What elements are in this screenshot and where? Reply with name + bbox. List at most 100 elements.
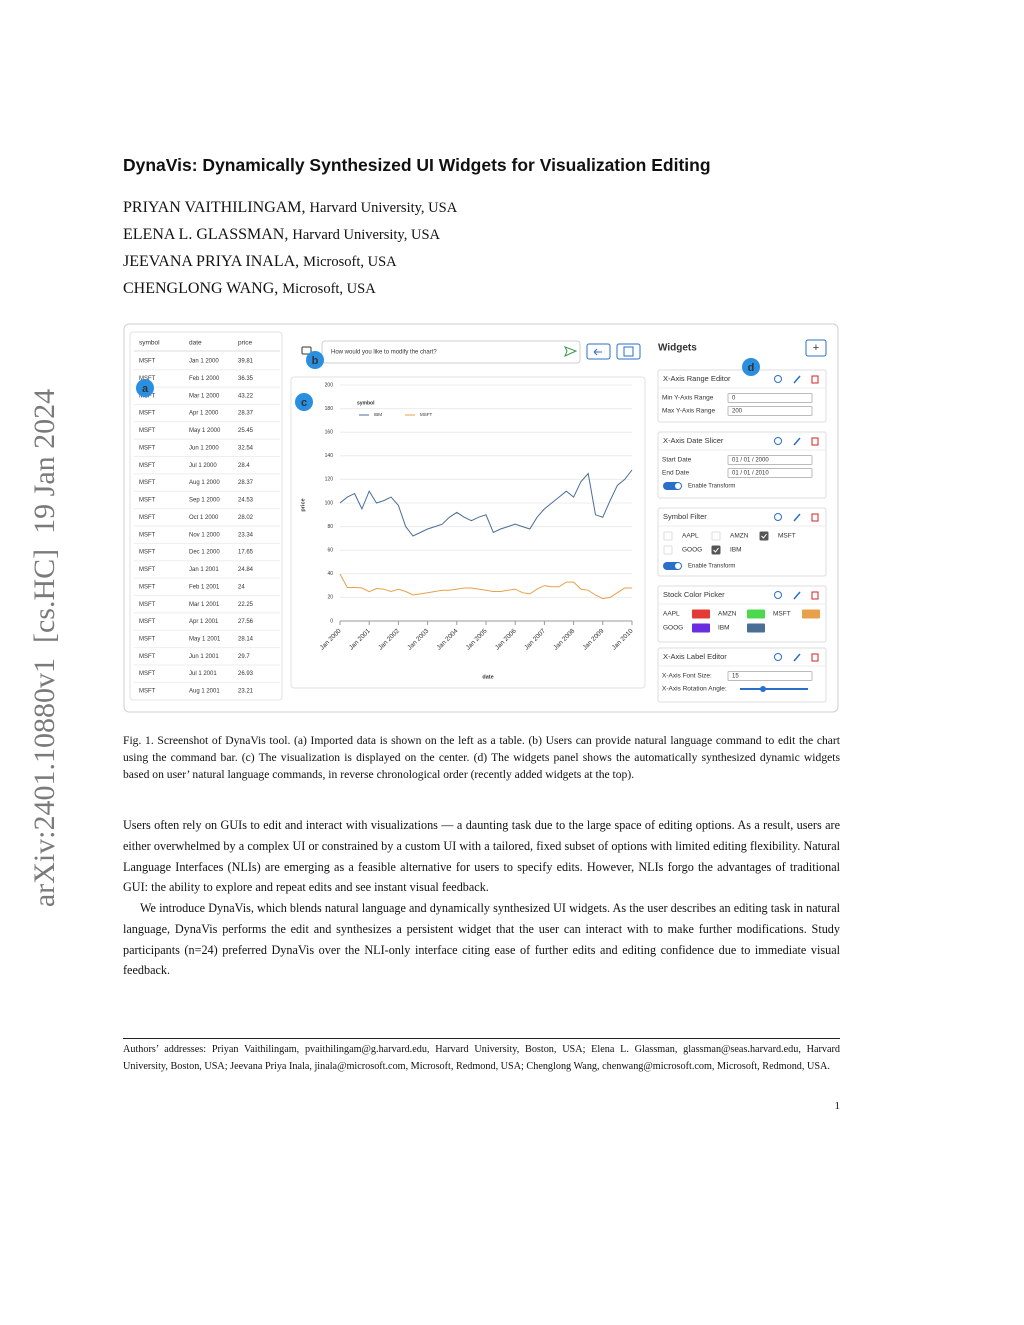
line-series: [339, 469, 633, 537]
y-tick-label: 140: [325, 453, 334, 459]
field-label: Min Y-Axis Range: [662, 395, 714, 402]
author-affiliation: Microsoft, USA: [303, 254, 397, 270]
table-cell: 23.34: [238, 532, 254, 538]
table-cell: 29.7: [238, 654, 250, 660]
table-cell: Aug 1 2001: [189, 689, 220, 695]
field-value: 01 / 01 / 2010: [732, 471, 769, 477]
y-tick-label: 0: [330, 618, 333, 624]
table-cell: MSFT: [139, 359, 156, 365]
checkbox[interactable]: [711, 545, 721, 555]
table-header: price: [238, 340, 252, 347]
table-cell: 28.4: [238, 463, 250, 469]
checkbox-label: GOOG: [682, 547, 702, 554]
table-cell: Jan 1 2001: [189, 567, 219, 573]
chat-icon: [301, 346, 312, 355]
footnote: Authors’ addresses: Priyan Vaithilingam,…: [123, 1044, 840, 1072]
table-cell: 22.25: [238, 602, 254, 608]
y-tick-label: 160: [325, 430, 334, 436]
table-cell: Feb 1 2000: [189, 376, 220, 382]
send-icon[interactable]: [563, 346, 578, 357]
command-input[interactable]: [321, 340, 581, 364]
badge: [742, 358, 760, 376]
field-label: Max Y-Axis Range: [662, 408, 715, 415]
refresh-icon[interactable]: [774, 513, 782, 521]
save-icon: [623, 346, 634, 357]
author: CHENGLONG WANG, Microsoft, USA: [123, 280, 376, 298]
swatch-label: GOOG: [663, 625, 683, 632]
table-cell: May 1 2001: [189, 636, 221, 642]
table-cell: 24.53: [238, 498, 254, 504]
edit-icon[interactable]: [793, 653, 801, 662]
field-input[interactable]: [727, 455, 813, 465]
command-placeholder: How would you like to modify the chart?: [331, 350, 437, 356]
checkbox[interactable]: [663, 545, 673, 555]
slider-label: X-Axis Rotation Angle:: [662, 686, 727, 693]
author-name: ELENA L. GLASSMAN,: [123, 226, 289, 243]
y-tick-label: 100: [325, 500, 334, 506]
y-tick-label: 40: [327, 571, 333, 577]
save-button[interactable]: [616, 343, 641, 360]
checkbox-label: MSFT: [778, 533, 796, 540]
field-label: X-Axis Font Size:: [662, 673, 712, 680]
y-tick-label: 80: [327, 524, 333, 530]
author: PRIYAN VAITHILINGAM, Harvard University,…: [123, 199, 457, 217]
refresh-icon[interactable]: [774, 437, 782, 445]
delete-icon[interactable]: [811, 513, 819, 522]
checkbox[interactable]: [663, 531, 673, 541]
edit-icon[interactable]: [793, 437, 801, 446]
table-cell: MSFT: [139, 567, 156, 573]
table-cell: Feb 1 2001: [189, 584, 220, 590]
author: ELENA L. GLASSMAN, Harvard University, U…: [123, 226, 440, 244]
legend-title: symbol: [357, 400, 375, 406]
delete-icon[interactable]: [811, 375, 819, 384]
field-label: Start Date: [662, 457, 692, 464]
field-input[interactable]: [727, 393, 813, 403]
table-cell: Aug 1 2000: [189, 480, 220, 486]
field-input[interactable]: [727, 671, 813, 681]
delete-icon[interactable]: [811, 437, 819, 446]
field-value: 200: [732, 409, 743, 415]
color-swatch[interactable]: [747, 623, 765, 633]
checkbox[interactable]: [759, 531, 769, 541]
table-cell: 17.65: [238, 550, 254, 556]
delete-icon[interactable]: [811, 591, 819, 600]
edit-icon[interactable]: [793, 513, 801, 522]
y-tick-label: 180: [325, 406, 334, 412]
refresh-icon[interactable]: [774, 653, 782, 661]
color-swatch[interactable]: [747, 609, 765, 619]
check-mark: [761, 533, 767, 539]
paper-title: DynaVis: Dynamically Synthesized UI Widg…: [123, 155, 711, 175]
refresh-icon[interactable]: [774, 591, 782, 599]
toggle-knob: [675, 483, 681, 489]
widget-title: X-Axis Label Editor: [663, 652, 727, 661]
checkbox[interactable]: [711, 531, 721, 541]
color-swatch[interactable]: [692, 623, 710, 633]
refresh-icon[interactable]: [774, 375, 782, 383]
table-cell: 36.35: [238, 376, 254, 382]
edit-icon[interactable]: [793, 591, 801, 600]
add-widget-button[interactable]: [805, 339, 827, 357]
field-input[interactable]: [727, 468, 813, 478]
author-name: PRIYAN VAITHILINGAM,: [123, 199, 306, 216]
table-cell: 43.22: [238, 393, 254, 399]
slider-knob[interactable]: [760, 686, 766, 692]
line-series: [339, 573, 632, 600]
swatch-label: IBM: [718, 625, 730, 632]
field-input[interactable]: [727, 406, 813, 416]
toggle-knob: [675, 563, 681, 569]
table-cell: Nov 1 2000: [189, 532, 220, 538]
body-paragraph: Users often rely on GUIs to edit and int…: [123, 818, 840, 895]
table-cell: MSFT: [139, 671, 156, 677]
table-cell: Jan 1 2000: [189, 359, 219, 365]
color-swatch[interactable]: [802, 609, 820, 619]
delete-icon[interactable]: [811, 653, 819, 662]
edit-icon[interactable]: [793, 375, 801, 384]
color-swatch[interactable]: [692, 609, 710, 619]
table-cell: MSFT: [139, 428, 156, 434]
table-cell: Oct 1 2000: [189, 515, 219, 521]
table-cell: 39.81: [238, 359, 254, 365]
y-tick-label: 120: [325, 477, 334, 483]
table-cell: Apr 1 2001: [189, 619, 219, 625]
table-cell: 32.54: [238, 445, 254, 451]
table-cell: MSFT: [139, 480, 156, 486]
